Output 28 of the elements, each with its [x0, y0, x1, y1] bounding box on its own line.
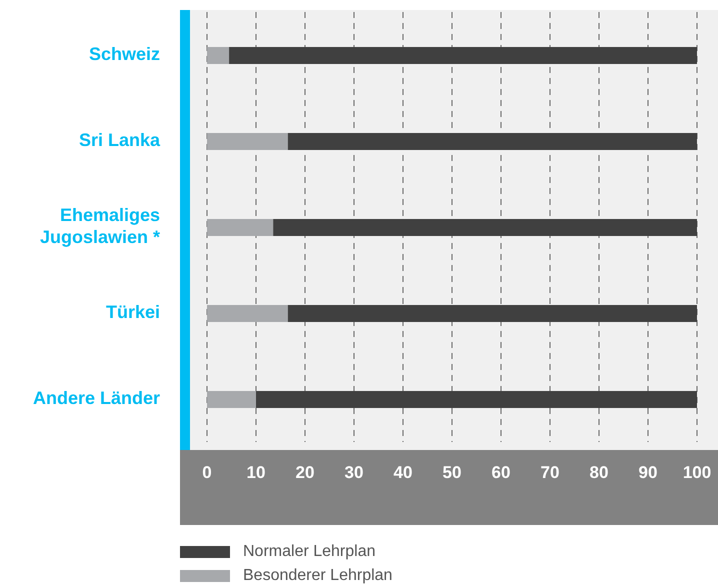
x-tick-label: 100	[682, 463, 712, 482]
x-tick-label: 40	[394, 463, 412, 482]
y-tick-label: Schweiz	[88, 44, 160, 64]
bar	[273, 219, 697, 236]
legend-label: Normaler Lehrplan	[243, 543, 376, 561]
bar	[207, 219, 274, 236]
bar	[229, 47, 697, 64]
x-tick-label: 10	[246, 463, 266, 482]
bar	[207, 391, 256, 408]
x-tick-label: 80	[590, 463, 608, 482]
x-tick-label: 20	[296, 463, 314, 482]
x-tick-label: 60	[492, 463, 510, 482]
x-tick-label: 0	[202, 463, 212, 482]
bar	[207, 305, 288, 322]
bar	[207, 133, 288, 150]
bar	[207, 47, 230, 64]
y-tick-label: Türkei	[106, 302, 160, 322]
y-tick-label: Andere Länder	[32, 388, 160, 408]
x-tick-label: 70	[540, 463, 560, 482]
y-tick-label: Ehemaliges Jugoslawien *	[40, 204, 160, 247]
x-tick-label: 30	[344, 463, 364, 482]
bar	[288, 133, 697, 150]
bar	[256, 391, 697, 408]
bar	[288, 305, 697, 322]
x-tick-label: 50	[442, 463, 462, 482]
x-tick-label: 90	[638, 463, 658, 482]
legend-label: Besonderer Lehrplan	[243, 567, 392, 585]
y-tick-label: Sri Lanka	[78, 130, 161, 150]
